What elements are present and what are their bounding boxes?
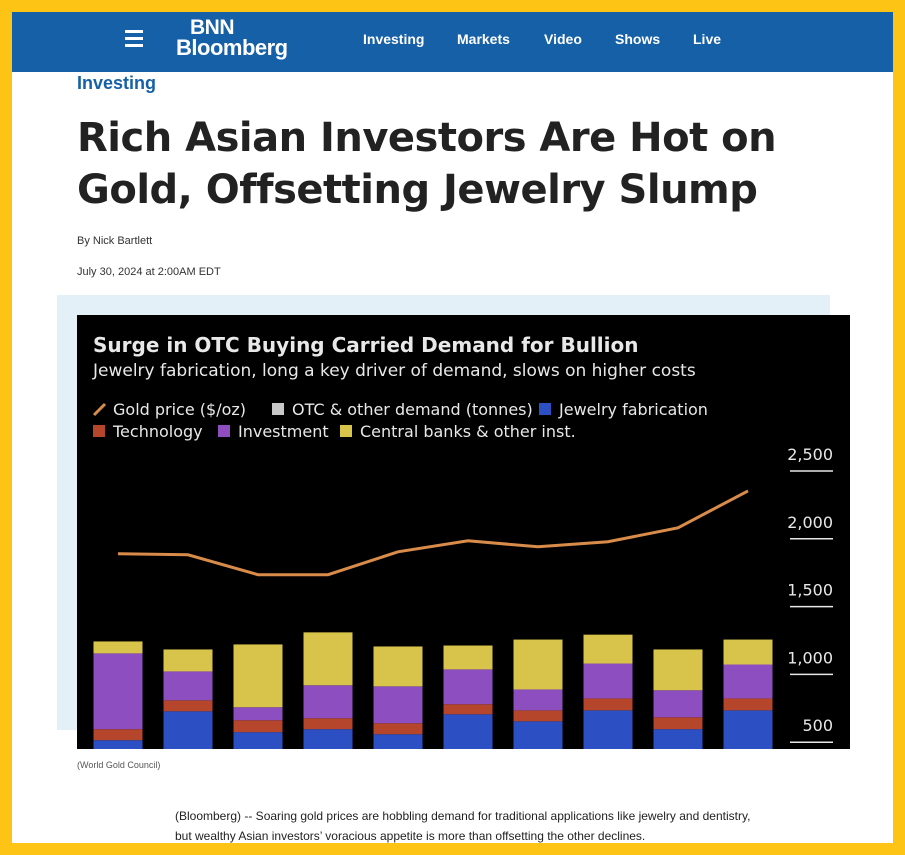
bar-segment bbox=[653, 690, 703, 718]
bar-segment bbox=[163, 711, 213, 749]
y-tick-label: 1,000 bbox=[787, 648, 833, 667]
bar-segment bbox=[443, 669, 493, 705]
bar-segment bbox=[443, 714, 493, 749]
y-tick-label: 1,500 bbox=[787, 581, 833, 600]
nav-link[interactable]: Video bbox=[544, 31, 582, 47]
bar-segment bbox=[583, 710, 633, 749]
bar-segment bbox=[443, 704, 493, 715]
legend-label: Technology bbox=[112, 422, 203, 441]
bar-segment bbox=[163, 700, 213, 712]
bar-segment bbox=[163, 671, 213, 701]
image-source: (World Gold Council) bbox=[77, 760, 161, 770]
bar-segment bbox=[93, 740, 143, 749]
headline: Rich Asian Investors Are Hot on Gold, Of… bbox=[77, 115, 777, 213]
bar-segment bbox=[163, 649, 213, 672]
bar-segment bbox=[723, 698, 773, 711]
legend-label: Investment bbox=[238, 422, 329, 441]
y-tick-label: 2,500 bbox=[787, 445, 833, 464]
bar-segment bbox=[303, 685, 353, 719]
bar-segment bbox=[303, 718, 353, 730]
nav-link[interactable]: Shows bbox=[615, 31, 661, 47]
legend-swatch bbox=[539, 403, 551, 415]
bar-segment bbox=[373, 734, 423, 749]
legend-label: Central banks & other inst. bbox=[360, 422, 576, 441]
bar-segment bbox=[303, 632, 353, 686]
nav-link[interactable]: Live bbox=[693, 31, 722, 47]
bar-segment bbox=[723, 710, 773, 749]
legend-label: OTC & other demand (tonnes) bbox=[292, 400, 533, 419]
line-series bbox=[117, 489, 749, 577]
bar-segment bbox=[583, 698, 633, 711]
bar-segment bbox=[93, 729, 143, 741]
menu-button[interactable] bbox=[125, 30, 143, 51]
logo-top: BNN bbox=[190, 16, 234, 39]
logo[interactable]: BNN Bloomberg bbox=[176, 16, 288, 60]
bar-segment bbox=[233, 732, 283, 749]
legend-swatch bbox=[272, 403, 284, 415]
bar-segment bbox=[303, 729, 353, 749]
legend-swatch bbox=[92, 402, 107, 417]
bar-segment bbox=[653, 717, 703, 730]
legend-swatch bbox=[218, 425, 230, 437]
y-tick-label: 500 bbox=[802, 716, 833, 735]
article-body: (Bloomberg) -- Soaring gold prices are h… bbox=[175, 809, 751, 843]
bar-segment bbox=[653, 729, 703, 749]
bar-segment bbox=[513, 710, 563, 722]
bar-segment bbox=[233, 720, 283, 733]
chart-title: Surge in OTC Buying Carried Demand for B… bbox=[93, 333, 639, 357]
bar-segment bbox=[443, 645, 493, 670]
nav-link[interactable]: Markets bbox=[457, 31, 510, 47]
bar-segment bbox=[513, 721, 563, 749]
bar-segment bbox=[93, 641, 143, 654]
legend-swatch bbox=[340, 425, 352, 437]
bar-segment bbox=[373, 686, 423, 724]
legend-label: Gold price ($/oz) bbox=[113, 400, 246, 419]
site-header: BNN Bloomberg Investing Markets Video Sh… bbox=[12, 12, 893, 72]
bar-segment bbox=[723, 639, 773, 665]
bar-segment bbox=[513, 639, 563, 690]
chart: Surge in OTC Buying Carried Demand for B… bbox=[77, 315, 850, 749]
logo-bottom: Bloomberg bbox=[176, 35, 288, 60]
bar-segment bbox=[233, 707, 283, 721]
byline: By Nick Bartlett bbox=[77, 235, 153, 247]
bar-segment bbox=[233, 644, 283, 708]
bar-segment bbox=[373, 646, 423, 687]
nav-link[interactable]: Investing bbox=[363, 31, 425, 47]
date: July 30, 2024 at 2:00AM EDT bbox=[77, 266, 221, 278]
bar-segment bbox=[373, 723, 423, 735]
y-tick-label: 2,000 bbox=[787, 513, 833, 532]
bar-segment bbox=[513, 689, 563, 711]
legend-swatch bbox=[93, 425, 105, 437]
bar-segment bbox=[583, 634, 633, 664]
bar-segment bbox=[653, 649, 703, 691]
section-link[interactable]: Investing bbox=[77, 73, 157, 93]
bar-segment bbox=[93, 653, 143, 730]
legend-label: Jewelry fabrication bbox=[558, 400, 708, 419]
bar-segment bbox=[583, 663, 633, 699]
bar-segment bbox=[723, 664, 773, 699]
chart-subtitle: Jewelry fabrication, long a key driver o… bbox=[92, 361, 696, 381]
